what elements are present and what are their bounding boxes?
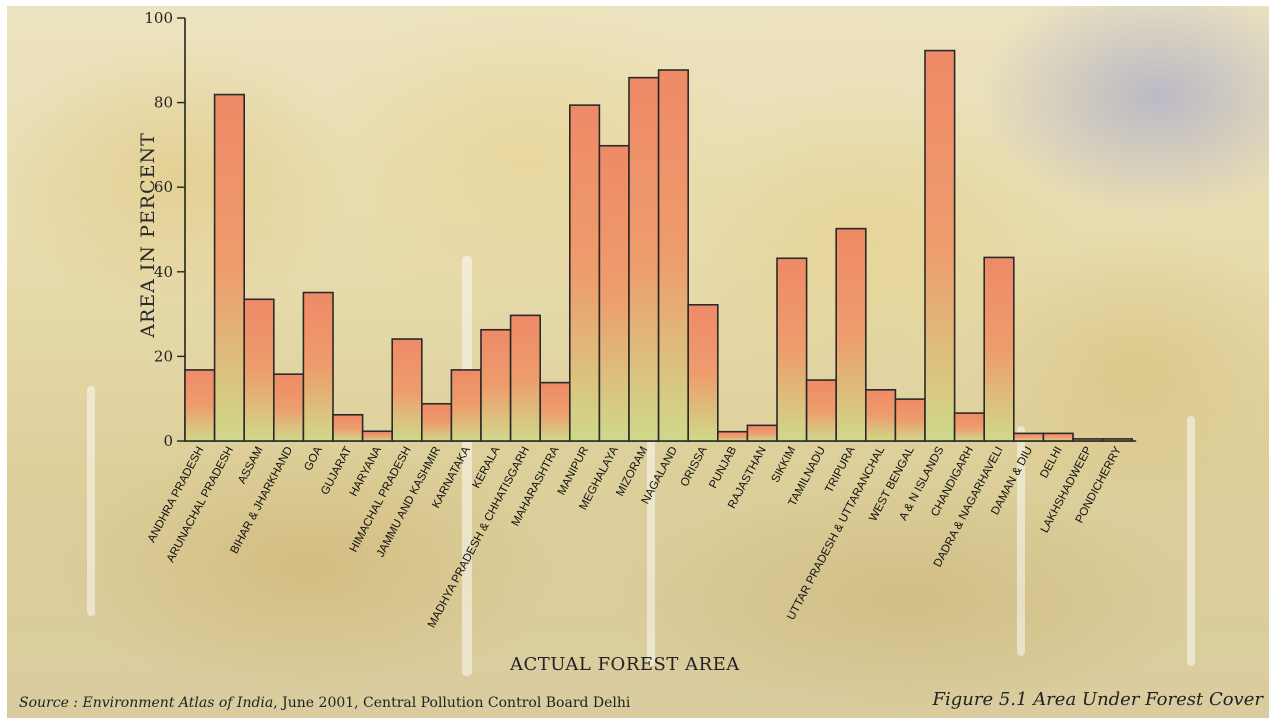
bar <box>391 338 423 442</box>
bar <box>302 291 334 442</box>
source-caption: Source : Environment Atlas of India, Jun… <box>19 695 630 711</box>
category-label: ORISSA <box>679 444 710 488</box>
bar <box>1072 438 1104 442</box>
bar <box>687 303 719 442</box>
bar <box>1042 432 1074 442</box>
category-label: TRIPURA <box>823 444 857 494</box>
bar <box>805 379 837 442</box>
source-details: , June 2001, Central Pollution Control B… <box>273 695 631 711</box>
bar <box>894 398 926 442</box>
bar <box>953 412 985 442</box>
bar <box>1101 438 1133 442</box>
category-label: GOA <box>302 444 325 472</box>
bar <box>480 328 512 442</box>
y-tick-label: 40 <box>154 263 173 281</box>
x-axis-label: ACTUAL FOREST AREA <box>510 654 740 675</box>
bar <box>361 430 394 442</box>
bar <box>184 369 216 442</box>
bar <box>716 430 749 442</box>
y-tick-label: 20 <box>154 347 173 365</box>
bar <box>213 93 246 442</box>
bar <box>420 402 453 442</box>
y-tick-label: 60 <box>154 178 173 196</box>
bar <box>746 424 778 442</box>
source-title: Environment Atlas of India <box>82 695 274 711</box>
y-tick-label: 80 <box>154 94 173 112</box>
bar <box>628 76 660 442</box>
category-label: ANDHRA PRADESH <box>146 445 207 545</box>
bar <box>983 256 1015 442</box>
category-label: SIKKIM <box>770 445 799 485</box>
bar <box>1012 432 1045 442</box>
bar <box>568 104 601 442</box>
category-label: BIHAR & JHARKHAND <box>229 445 296 556</box>
bar <box>539 381 571 442</box>
y-axis-label: AREA IN PERCENT <box>137 132 159 338</box>
bar <box>509 314 542 442</box>
bar <box>598 144 630 442</box>
source-prefix: Source : <box>19 695 83 711</box>
y-tick-label: 0 <box>163 432 173 450</box>
category-label: KERALA <box>471 444 503 490</box>
bar <box>450 369 482 442</box>
category-label: PUNJAB <box>707 444 739 490</box>
bar <box>924 49 956 442</box>
y-ticks: 0 20 40 60 80 100 <box>144 9 185 450</box>
category-label: DELHI <box>1038 445 1064 481</box>
bar <box>835 227 867 442</box>
bar <box>864 389 897 442</box>
bar <box>332 413 364 442</box>
bar <box>272 373 305 442</box>
figure-title: Figure 5.1 Area Under Forest Cover <box>932 689 1264 710</box>
y-tick-label: 100 <box>144 9 173 27</box>
bar <box>657 69 689 442</box>
bar <box>776 257 808 442</box>
bars <box>184 49 1133 442</box>
bar <box>243 298 275 442</box>
category-label: ASSAM <box>236 445 265 486</box>
